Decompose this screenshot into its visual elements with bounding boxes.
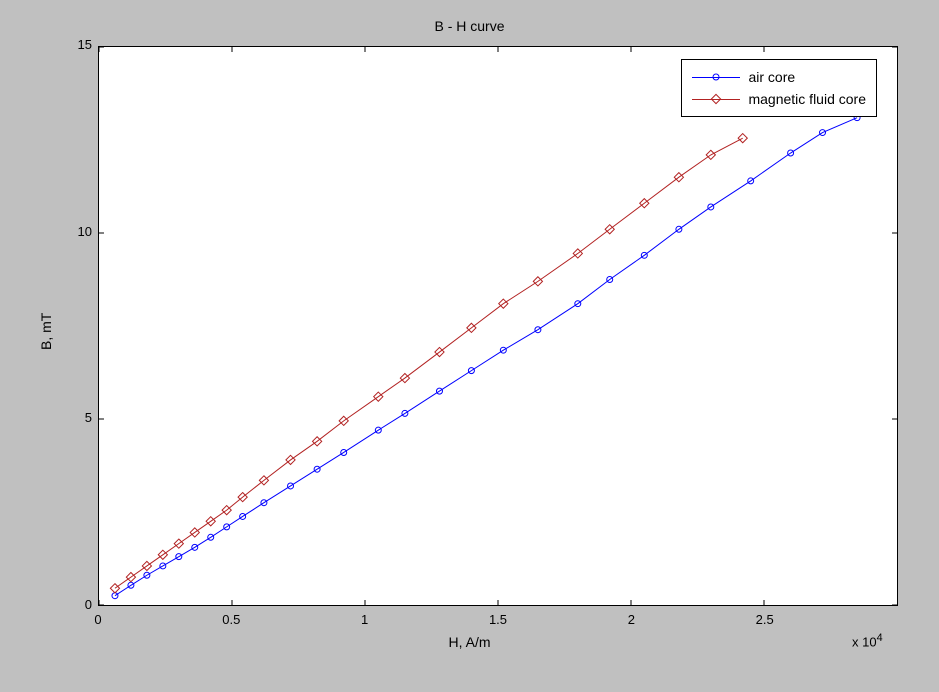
chart-title: B - H curve: [0, 18, 939, 34]
legend: air core magnetic fluid core: [681, 59, 877, 117]
x-exponent-label: x 104: [852, 632, 883, 649]
y-axis-label: B, mT: [38, 313, 54, 350]
plot-area: air core magnetic fluid core: [98, 46, 898, 606]
x-exponent-sup: 4: [877, 632, 883, 644]
xtick-label: 2: [616, 612, 646, 627]
xtick-label: 0: [83, 612, 113, 627]
figure-outer: B - H curve air coremagnetic fluid core …: [0, 0, 939, 692]
xtick-label: 2.5: [750, 612, 780, 627]
legend-swatch: [692, 70, 740, 84]
chart-svg: [99, 47, 897, 605]
ytick-label: 0: [64, 597, 92, 612]
legend-row: air core: [692, 66, 866, 88]
diamond-icon: [711, 91, 721, 107]
legend-swatch: [692, 92, 740, 106]
legend-row: magnetic fluid core: [692, 88, 866, 110]
circle-icon: [711, 69, 721, 85]
x-exponent-base: x 10: [852, 634, 877, 649]
ytick-label: 15: [64, 37, 92, 52]
x-axis-label: H, A/m: [0, 634, 939, 650]
ytick-label: 5: [64, 410, 92, 425]
xtick-label: 1.5: [483, 612, 513, 627]
xtick-label: 0.5: [216, 612, 246, 627]
legend-label: air core: [748, 69, 795, 85]
xtick-label: 1: [350, 612, 380, 627]
legend-label: magnetic fluid core: [748, 91, 866, 107]
ytick-label: 10: [64, 224, 92, 239]
